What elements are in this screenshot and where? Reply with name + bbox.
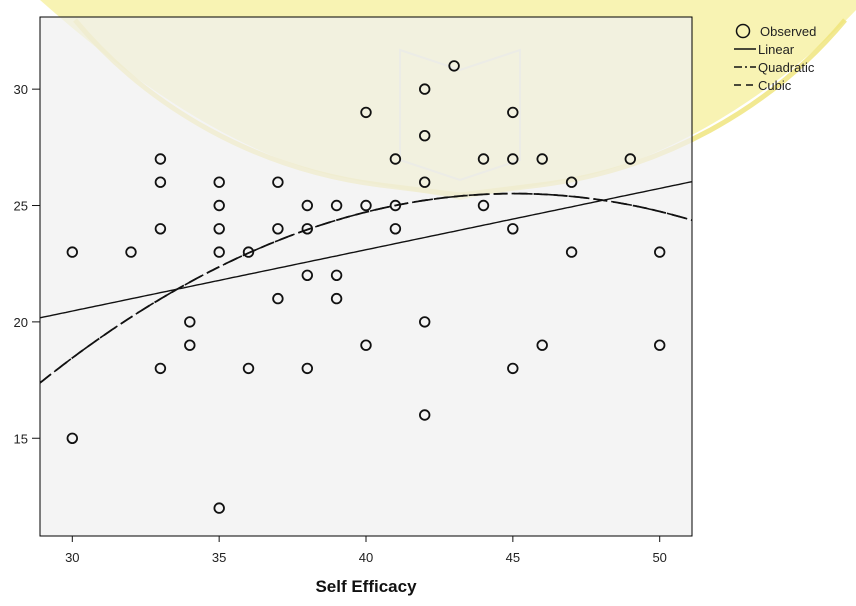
legend-label-cubic: Cubic <box>758 78 792 93</box>
x-axis-label: Self Efficacy <box>315 577 417 596</box>
legend: Observed Linear Quadratic Cubic <box>734 23 816 93</box>
x-tick-label: 50 <box>652 550 666 565</box>
data-point <box>213 199 225 212</box>
data-point <box>330 199 343 212</box>
data-point <box>360 199 372 212</box>
x-tick-label: 35 <box>212 550 226 565</box>
data-point <box>154 362 167 375</box>
data-point <box>477 199 490 212</box>
data-point <box>654 339 666 351</box>
data-point <box>507 153 519 165</box>
data-point <box>272 292 284 305</box>
data-point <box>213 246 225 258</box>
data-point <box>125 246 137 258</box>
data-point <box>507 362 519 375</box>
data-point <box>477 153 490 165</box>
data-point <box>330 292 343 305</box>
x-tick-label: 45 <box>506 550 520 565</box>
data-point <box>565 246 578 258</box>
legend-label-quadratic: Quadratic <box>758 60 815 75</box>
y-tick-label: 30 <box>14 82 28 97</box>
x-tick-label: 30 <box>65 550 79 565</box>
data-point <box>536 339 548 351</box>
data-point <box>360 339 372 351</box>
data-point <box>389 199 402 212</box>
fit-line-linear <box>39 181 693 319</box>
data-point <box>184 316 196 328</box>
data-point <box>154 153 167 165</box>
data-point <box>536 153 548 165</box>
legend-marker-observed <box>735 23 751 39</box>
data-point <box>565 176 578 188</box>
data-point <box>301 223 314 235</box>
legend-label-linear: Linear <box>758 42 795 57</box>
legend-label-observed: Observed <box>760 24 816 39</box>
data-point <box>301 362 314 375</box>
y-tick-label: 20 <box>14 315 28 330</box>
data-point <box>419 409 431 421</box>
data-point <box>213 502 225 514</box>
data-point <box>330 269 343 282</box>
data-point <box>419 83 431 95</box>
y-tick-label: 15 <box>14 431 28 446</box>
data-point <box>154 223 167 235</box>
data-point <box>301 269 314 282</box>
data-point <box>213 176 225 188</box>
data-point <box>419 316 431 328</box>
data-point <box>184 339 196 351</box>
data-point <box>213 223 225 235</box>
data-point <box>360 106 372 119</box>
data-point <box>242 362 255 375</box>
data-point <box>624 153 637 165</box>
data-point <box>242 246 255 258</box>
data-point <box>448 60 460 72</box>
data-point <box>507 223 519 235</box>
data-point <box>507 106 519 119</box>
data-point <box>66 246 79 258</box>
data-point <box>389 153 402 165</box>
x-tick-label: 40 <box>359 550 373 565</box>
data-point <box>154 176 167 188</box>
data-point <box>389 223 402 235</box>
data-point <box>654 246 666 258</box>
data-point <box>272 223 284 235</box>
data-point <box>301 199 314 212</box>
fit-line-cubic <box>39 192 693 384</box>
plot-area <box>39 16 693 537</box>
data-point <box>272 176 284 188</box>
data-point <box>419 176 431 188</box>
data-point <box>66 432 79 445</box>
y-tick-label: 25 <box>14 199 28 214</box>
data-point <box>419 129 431 142</box>
